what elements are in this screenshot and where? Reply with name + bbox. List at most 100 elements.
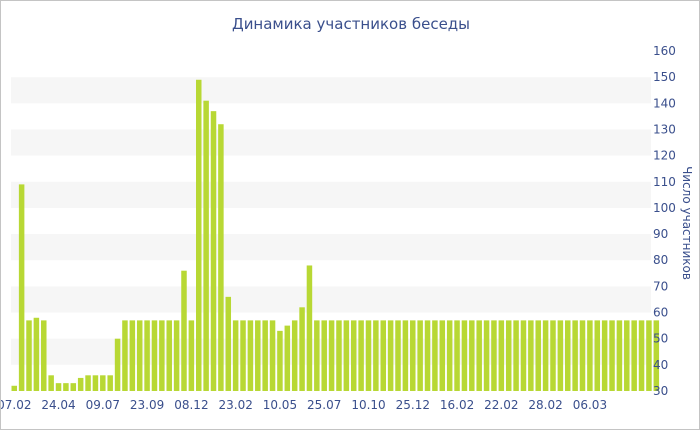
bar[interactable] xyxy=(498,320,505,391)
bar[interactable] xyxy=(572,320,578,391)
bar[interactable] xyxy=(638,320,645,391)
bar[interactable] xyxy=(151,320,158,391)
bar[interactable] xyxy=(144,320,150,391)
bar[interactable] xyxy=(262,320,268,391)
bar[interactable] xyxy=(314,320,320,391)
bar[interactable] xyxy=(653,320,660,391)
bar[interactable] xyxy=(491,320,497,391)
bar[interactable] xyxy=(373,320,379,391)
bar[interactable] xyxy=(129,320,136,391)
bar[interactable] xyxy=(114,338,121,391)
bar[interactable] xyxy=(196,79,202,392)
bar[interactable] xyxy=(107,375,113,391)
y-tick-label: 140 xyxy=(653,96,676,110)
bar[interactable] xyxy=(565,320,571,391)
bar[interactable] xyxy=(218,124,224,391)
bar[interactable] xyxy=(535,320,541,391)
x-tick-label: 28.02 xyxy=(528,398,562,412)
y-tick-label: 30 xyxy=(653,384,668,398)
bar[interactable] xyxy=(609,320,615,391)
bar[interactable] xyxy=(284,325,291,391)
bar[interactable] xyxy=(11,385,18,391)
bar[interactable] xyxy=(358,320,364,391)
bar[interactable] xyxy=(454,320,460,391)
y-tick-label: 150 xyxy=(653,70,676,84)
bar[interactable] xyxy=(336,320,342,391)
bar[interactable] xyxy=(579,320,586,391)
bar[interactable] xyxy=(594,320,601,391)
bar[interactable] xyxy=(203,100,209,391)
bar[interactable] xyxy=(513,320,519,391)
bar[interactable] xyxy=(616,320,623,391)
bar[interactable] xyxy=(63,383,69,391)
bar[interactable] xyxy=(100,375,106,391)
bar[interactable] xyxy=(33,317,40,391)
bar[interactable] xyxy=(240,320,246,391)
bar[interactable] xyxy=(85,375,91,391)
bar[interactable] xyxy=(461,320,468,391)
bar[interactable] xyxy=(210,111,217,392)
bar[interactable] xyxy=(350,320,357,391)
bar[interactable] xyxy=(505,320,512,391)
bar[interactable] xyxy=(269,320,276,391)
bar[interactable] xyxy=(26,320,32,391)
bar[interactable] xyxy=(476,320,482,391)
y-tick-label: 80 xyxy=(653,253,668,267)
bar[interactable] xyxy=(70,383,77,391)
bar[interactable] xyxy=(255,320,261,391)
bar[interactable] xyxy=(520,320,527,391)
bar[interactable] xyxy=(291,320,298,391)
grid-bands xyxy=(11,77,651,365)
bar[interactable] xyxy=(424,320,431,391)
bar[interactable] xyxy=(624,320,630,391)
x-tick-label: 06.03 xyxy=(573,398,607,412)
bar[interactable] xyxy=(299,307,305,391)
bar[interactable] xyxy=(646,320,652,391)
bar[interactable] xyxy=(410,320,416,391)
bar[interactable] xyxy=(92,375,99,391)
bar[interactable] xyxy=(55,383,62,391)
bar[interactable] xyxy=(601,320,608,391)
bar[interactable] xyxy=(181,270,187,391)
grid-band xyxy=(11,234,651,261)
bar[interactable] xyxy=(380,320,387,391)
grid-band xyxy=(11,181,651,208)
bar[interactable] xyxy=(528,320,534,391)
bar[interactable] xyxy=(48,375,54,391)
bar[interactable] xyxy=(247,320,254,391)
bar[interactable] xyxy=(77,377,84,391)
bar[interactable] xyxy=(417,320,423,391)
bar[interactable] xyxy=(41,320,47,391)
bar[interactable] xyxy=(306,265,313,391)
bar[interactable] xyxy=(365,320,372,391)
bar[interactable] xyxy=(395,320,401,391)
bar[interactable] xyxy=(542,320,549,391)
bar[interactable] xyxy=(136,320,143,391)
y-tick-label: 50 xyxy=(653,332,668,346)
bar[interactable] xyxy=(469,320,475,391)
bar[interactable] xyxy=(557,320,564,391)
bar[interactable] xyxy=(432,320,438,391)
y-axis-title: Число участников xyxy=(680,166,694,280)
y-tick-label: 130 xyxy=(653,123,676,137)
bar[interactable] xyxy=(173,320,180,391)
bar[interactable] xyxy=(166,320,172,391)
bar[interactable] xyxy=(402,320,409,391)
bar[interactable] xyxy=(18,184,25,391)
bar[interactable] xyxy=(343,320,350,391)
bar[interactable] xyxy=(439,320,446,391)
bar[interactable] xyxy=(159,320,165,391)
bar[interactable] xyxy=(122,320,128,391)
bar[interactable] xyxy=(225,296,232,391)
bar[interactable] xyxy=(328,320,335,391)
bar[interactable] xyxy=(232,320,239,391)
bar[interactable] xyxy=(387,320,394,391)
bar[interactable] xyxy=(188,320,195,391)
bar[interactable] xyxy=(587,320,593,391)
bar[interactable] xyxy=(446,320,453,391)
bar[interactable] xyxy=(321,320,327,391)
bar[interactable] xyxy=(631,320,637,391)
bar[interactable] xyxy=(483,320,490,391)
bar[interactable] xyxy=(277,330,283,391)
bar[interactable] xyxy=(550,320,556,391)
